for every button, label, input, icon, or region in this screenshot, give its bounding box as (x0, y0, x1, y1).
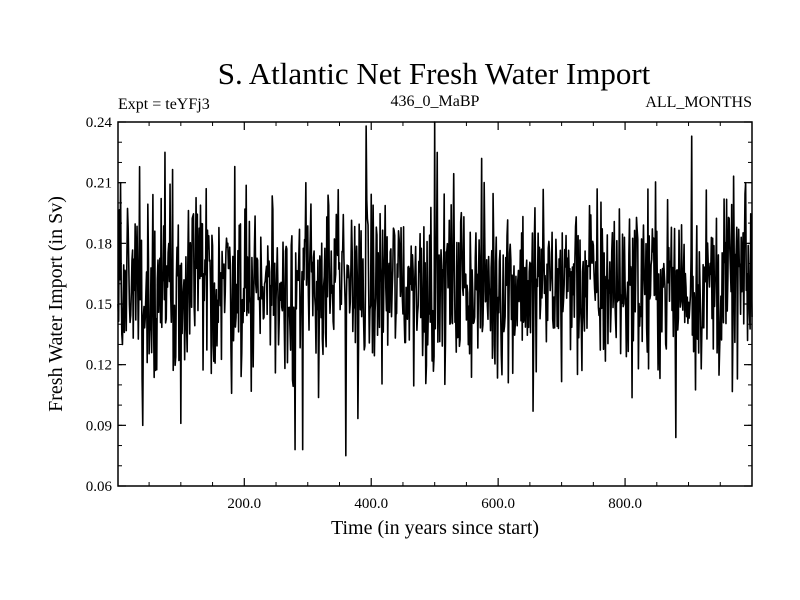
experiment-label: Expt = teYFj3 (118, 96, 210, 113)
y-tick-label: 0.09 (86, 418, 112, 434)
chart-title: S. Atlantic Net Fresh Water Import (218, 56, 651, 91)
y-tick-label: 0.12 (86, 358, 112, 374)
y-tick-label: 0.18 (86, 236, 112, 252)
fresh-water-import-series-line (117, 121, 753, 457)
period-label: 436_0_MaBP (391, 93, 480, 110)
x-tick-label: 800.0 (608, 496, 642, 512)
x-axis-label: Time (in years since start) (331, 517, 539, 539)
x-tick-label: 200.0 (227, 496, 261, 512)
x-tick-label: 400.0 (354, 496, 388, 512)
plot-frame (117, 121, 753, 487)
y-tick-label: 0.06 (86, 479, 113, 495)
y-axis-label: Fresh Water Import (in Sv) (45, 196, 67, 412)
y-tick-label: 0.21 (86, 176, 112, 192)
months-label: ALL_MONTHS (645, 94, 752, 111)
y-tick-label: 0.24 (86, 115, 113, 131)
series-layer (117, 121, 753, 457)
y-tick-label: 0.15 (86, 297, 112, 313)
x-tick-label: 600.0 (481, 496, 515, 512)
